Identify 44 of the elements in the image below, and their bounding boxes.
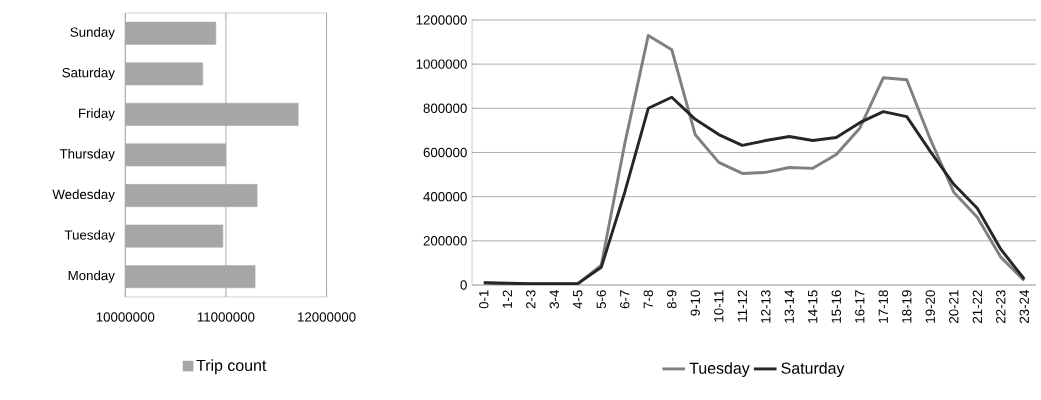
x-tick-label: 11000000 — [197, 312, 255, 322]
x-tick-label: 21-22 — [972, 290, 982, 324]
x-tick-label: 17-18 — [878, 290, 888, 323]
x-tick-label: 5-6 — [596, 290, 606, 309]
x-tick-label: 14-15 — [808, 290, 818, 323]
y-tick-label: 1000000 — [416, 59, 467, 70]
x-tick-label: 0-1 — [479, 290, 489, 309]
x-tick-label: 7-8 — [643, 290, 653, 309]
y-tick-label: Tuesday — [64, 230, 115, 243]
y-tick-label: 600000 — [423, 147, 467, 158]
x-tick-label: 4-5 — [573, 290, 583, 309]
y-tick-label: Sunday — [70, 27, 115, 40]
x-tick-label: 8-9 — [667, 290, 677, 309]
y-tick-label: 200000 — [423, 236, 467, 246]
y-tick-label: Saturday — [62, 67, 115, 81]
y-tick-label: 0 — [460, 280, 467, 290]
legend-label: Trip count — [196, 359, 267, 375]
x-tick-label: 13-14 — [784, 290, 794, 323]
x-tick-label: 11-12 — [737, 290, 747, 322]
x-tick-label: 10000000 — [96, 312, 155, 322]
x-tick-label: 18-19 — [902, 290, 912, 323]
x-tick-label: 20-21 — [949, 290, 959, 324]
x-tick-label: 16-17 — [855, 290, 865, 323]
legend-label: Saturday — [781, 362, 845, 378]
y-tick-label: Friday — [79, 108, 115, 121]
x-tick-label: 22-23 — [996, 290, 1006, 324]
x-tick-label: 3-4 — [549, 290, 559, 309]
x-tick-label: 6-7 — [620, 290, 630, 309]
legend-label: Tuesday — [689, 362, 750, 378]
x-tick-label: 9-10 — [690, 290, 700, 316]
y-tick-label: 400000 — [423, 192, 467, 202]
y-tick-label: Wedesday — [52, 189, 115, 202]
x-tick-label: 23-24 — [1019, 290, 1029, 324]
x-tick-label: 19-20 — [925, 290, 935, 323]
y-tick-label: Monday — [68, 270, 115, 284]
x-tick-label: 12-13 — [761, 290, 771, 323]
y-tick-label: 800000 — [423, 103, 467, 114]
x-tick-label: 15-16 — [831, 290, 841, 323]
y-tick-label: Thursday — [59, 148, 115, 162]
x-tick-label: 1-2 — [502, 290, 512, 309]
x-tick-label: 10-11 — [714, 290, 724, 322]
x-tick-label: 2-3 — [526, 290, 536, 309]
x-tick-label: 12000000 — [298, 312, 356, 322]
y-tick-label: 1200000 — [416, 15, 467, 25]
